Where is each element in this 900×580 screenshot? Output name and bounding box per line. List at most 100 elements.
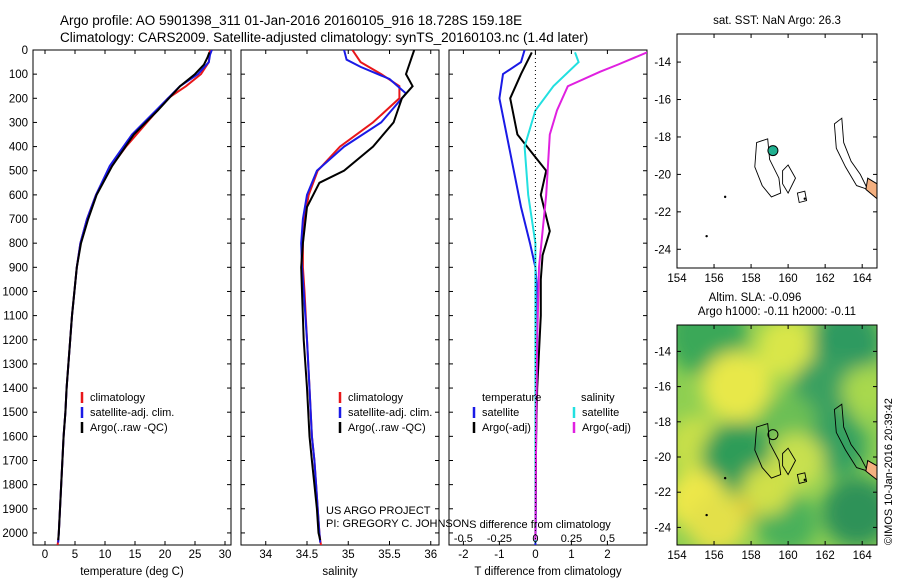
legend-label: Argo(..raw -QC)	[90, 422, 168, 434]
panel-temperature: 0 5 10 15 20 25 300100200300400500600700800900…	[2, 45, 232, 578]
x-tick-label: 162	[816, 273, 835, 285]
legend-label: satellite	[582, 407, 619, 419]
s-tick-label: 0.5	[600, 533, 615, 545]
y-tick-label: -24	[654, 522, 671, 534]
x-tick-label: 1	[568, 549, 574, 561]
y-tick-label: 1400	[2, 383, 28, 395]
sla-field	[677, 325, 877, 545]
x-tick-label: 34.5	[296, 549, 318, 561]
series-line-satellite-adj-clim-	[57, 50, 213, 543]
island-outline	[833, 403, 869, 472]
map-sst_map: 154 156 158 160 162 164 -14 -16 -18 -20 -22 -24 sat.…	[654, 15, 878, 285]
pi-credit: PI: GREGORY C. JOHNSON	[326, 518, 469, 530]
title-line-2: Climatology: CARS2009. Satellite-adjuste…	[60, 30, 589, 45]
float-position-marker	[767, 145, 779, 157]
y-tick-label: 1500	[2, 407, 28, 419]
y-tick-label: -22	[654, 487, 671, 499]
reef-dot	[705, 513, 708, 517]
island-outline	[833, 117, 869, 191]
y-tick-label: -18	[654, 417, 671, 429]
series-group	[498, 50, 647, 545]
sla-patch	[687, 493, 747, 545]
x-tick-label: 160	[779, 273, 798, 285]
sst-map-title: sat. SST: NaN Argo: 26.3	[713, 15, 841, 27]
x-tick-label: 154	[667, 273, 687, 285]
series-line-climatology	[301, 50, 401, 545]
x-tick-label: 5	[72, 549, 78, 561]
legend-label: Argo(..raw -QC)	[348, 422, 426, 434]
x-axis-label: temperature (deg C)	[80, 566, 184, 578]
map-frame	[676, 324, 878, 546]
y-tick-label: 500	[9, 166, 28, 178]
series-group	[300, 50, 416, 545]
sla-patch	[742, 465, 792, 515]
x-axis-label: T difference from climatology	[474, 566, 621, 578]
y-tick-label: -16	[654, 95, 671, 107]
y-tick-label: 1300	[2, 359, 28, 371]
legend-label: satellite-adj. clim.	[348, 407, 432, 419]
x-tick-label: 158	[741, 273, 760, 285]
x-tick-label: 162	[816, 550, 835, 562]
legend-label: satellite	[482, 407, 519, 419]
map-frame	[676, 33, 878, 269]
s-tick-label: -0.25	[487, 533, 512, 545]
series-group	[56, 50, 213, 545]
y-tick-label: -22	[654, 207, 671, 219]
y-tick-label: 1200	[2, 335, 28, 347]
y-tick-label: 700	[9, 214, 28, 226]
series-line-argo-raw-qc-	[300, 50, 416, 541]
y-tick-label: -14	[654, 57, 671, 69]
x-tick-label: 160	[779, 550, 798, 562]
x-tick-label: 154	[667, 550, 687, 562]
s-tick-label: 0.25	[561, 533, 582, 545]
imos-credit: ©IMOS 10-Jan-2016 20:39:42	[883, 398, 895, 545]
y-tick-label: 0	[22, 45, 28, 57]
x-tick-label: 36	[424, 549, 437, 561]
chart-title: Argo profile: AO 5901398_311 01-Jan-2016…	[60, 12, 588, 46]
y-tick-label: -14	[654, 346, 671, 358]
series-line-climatology	[56, 50, 211, 545]
x-tick-label: 34	[259, 549, 272, 561]
y-tick-label: 600	[9, 190, 28, 202]
y-tick-label: -16	[654, 382, 671, 394]
island-outline	[796, 190, 808, 204]
y-tick-label: 1000	[2, 286, 28, 298]
y-tick-label: -20	[654, 169, 671, 181]
panel-difference: -2 -1 0 1 2 T difference from climatology -0.5…	[448, 49, 648, 578]
plot-frame	[240, 49, 440, 546]
sla-map-title-1: Altim. SLA: -0.096	[709, 292, 802, 304]
y-tick-label: 1700	[2, 455, 28, 467]
sla-patch	[702, 351, 772, 422]
legend-label: Argo(-adj)	[482, 422, 531, 434]
y-tick-label: 1800	[2, 480, 28, 492]
project-credit: US ARGO PROJECT	[326, 505, 431, 517]
s-axis-label: S difference from climatology	[469, 519, 611, 531]
sla-patch	[842, 366, 877, 416]
reef-dot	[705, 234, 708, 238]
y-tick-label: 1900	[2, 504, 28, 516]
coastline	[754, 403, 869, 484]
x-tick-label: 156	[704, 550, 723, 562]
x-tick-label: 20	[159, 549, 172, 561]
island-outline	[754, 423, 782, 479]
y-tick-label: 1100	[3, 311, 28, 323]
x-tick-label: -2	[458, 549, 468, 561]
y-tick-label: 200	[9, 93, 28, 105]
legend-label: satellite-adj. clim.	[90, 407, 174, 419]
reef-dot	[723, 476, 727, 480]
y-tick-label: 300	[9, 117, 28, 129]
reef-dot	[803, 197, 806, 200]
legend-label: climatology	[90, 392, 146, 404]
sla-blobs	[677, 325, 877, 545]
y-tick-label: 900	[9, 262, 28, 274]
reef-dot	[723, 195, 727, 199]
float-position-marker	[767, 429, 779, 441]
y-tick-label: 400	[9, 142, 28, 154]
x-tick-label: 35.5	[378, 549, 400, 561]
y-tick-label: 1600	[2, 431, 28, 443]
y-tick-label: 100	[9, 69, 28, 81]
series-line-salinity-argo-adj-	[534, 51, 647, 541]
reef-dot	[803, 478, 806, 482]
map-sla_map: 154 156 158 160 162 164 -14 -16 -18 -20 -22 -24 Alti…	[654, 292, 878, 562]
